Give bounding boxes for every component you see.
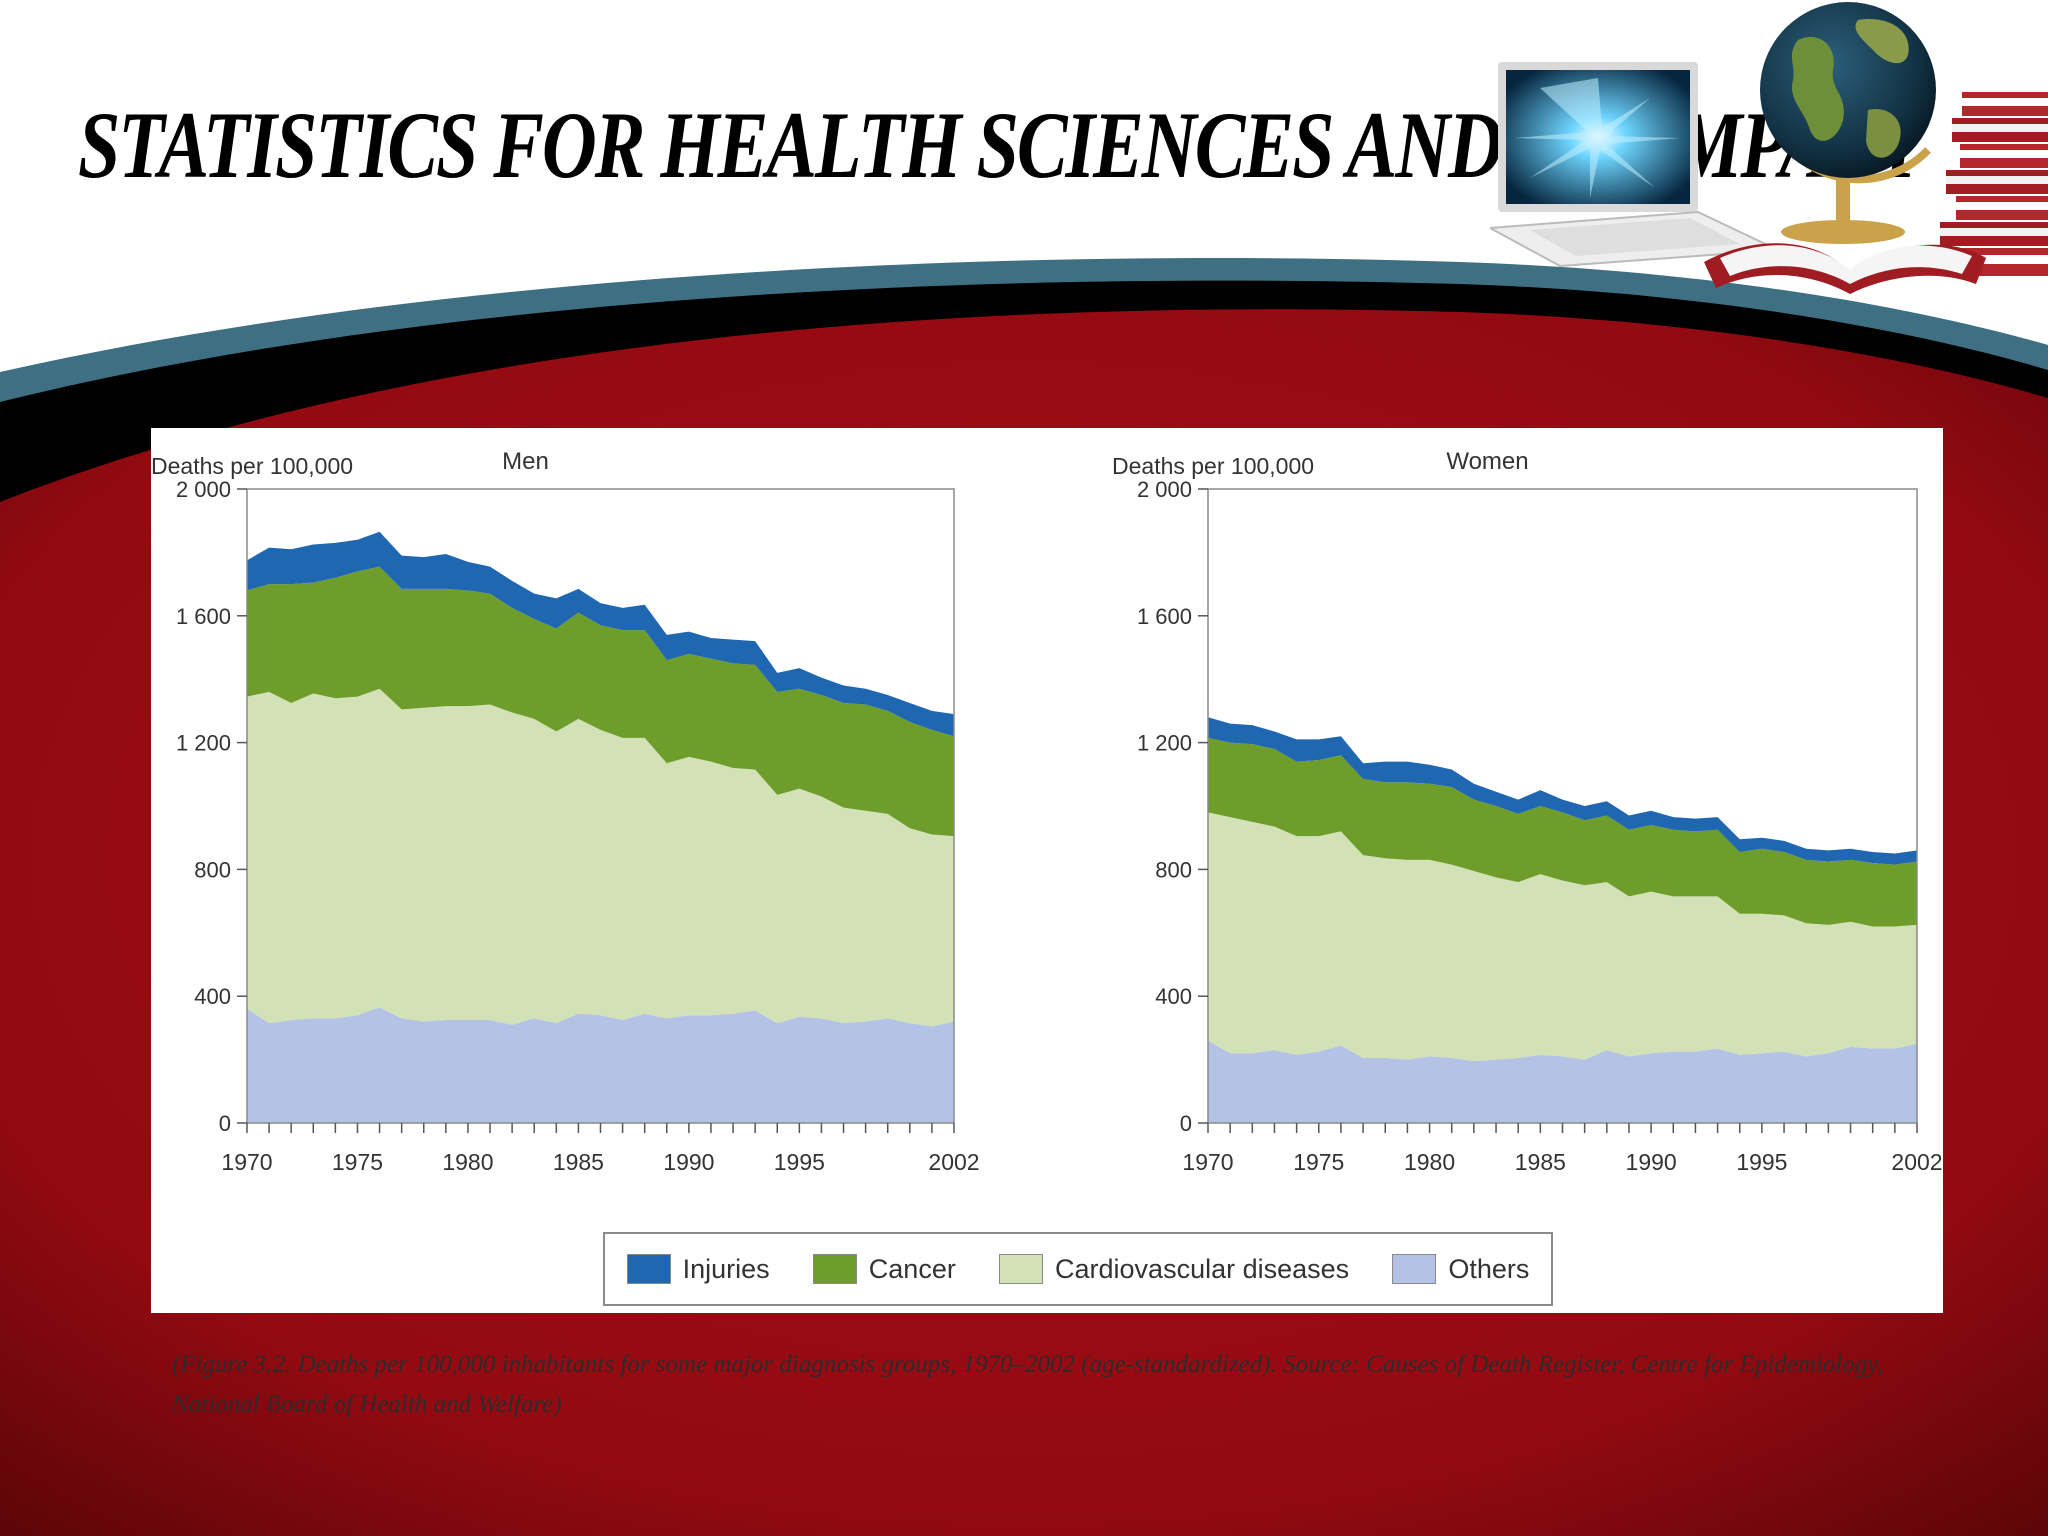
men-area-cancer bbox=[247, 566, 954, 837]
men-x-tick-label: 1995 bbox=[774, 1149, 825, 1175]
women-y-tick-label: 400 bbox=[1155, 984, 1192, 1009]
women-x-tick-label: 1975 bbox=[1293, 1149, 1344, 1175]
legend-swatch-injuries bbox=[626, 1254, 671, 1284]
women-y-tick-label: 800 bbox=[1155, 857, 1192, 882]
men-panel-title: Men bbox=[502, 448, 549, 475]
legend-label-injuries: Injuries bbox=[682, 1253, 770, 1284]
women-x-tick-label: 1985 bbox=[1515, 1149, 1566, 1175]
men-y-tick-label: 400 bbox=[194, 984, 231, 1009]
open-book-icon bbox=[1704, 243, 1986, 294]
women-x-tick-label: 2002 bbox=[1891, 1149, 1942, 1175]
women-area-cancer bbox=[1208, 737, 1917, 927]
men-area-injuries bbox=[247, 531, 954, 737]
women-area-injuries bbox=[1208, 717, 1917, 865]
legend-label-cancer: Cancer bbox=[868, 1253, 956, 1284]
women-y-tick-label: 0 bbox=[1180, 1111, 1192, 1136]
women-area-others bbox=[1208, 1040, 1917, 1123]
men-y-tick-label: 1 200 bbox=[176, 731, 231, 756]
legend-item-others: Others bbox=[1392, 1254, 1529, 1285]
figure-caption: (Figure 3.2. Deaths per 100,000 inhabita… bbox=[172, 1351, 1884, 1418]
men-x-tick-label: 1980 bbox=[442, 1149, 493, 1175]
women-area-cardiovascular bbox=[1208, 812, 1917, 1062]
legend-label-others: Others bbox=[1448, 1253, 1530, 1284]
men-x-tick-label: 1975 bbox=[332, 1149, 383, 1175]
women-x-tick-label: 1980 bbox=[1404, 1149, 1455, 1175]
men-y-axis-label: Deaths per 100,000 bbox=[151, 453, 353, 479]
women-panel-title: Women bbox=[1446, 448, 1528, 475]
men-x-tick-label: 1985 bbox=[553, 1149, 604, 1175]
legend-swatch-cardiovascular bbox=[999, 1254, 1044, 1284]
chart-legend: Injuries Cancer Cardiovascular diseases … bbox=[603, 1232, 1553, 1306]
men-y-tick-label: 1 600 bbox=[176, 604, 231, 629]
women-x-tick-label: 1995 bbox=[1736, 1149, 1787, 1175]
legend-label-cardiovascular: Cardiovascular diseases bbox=[1055, 1253, 1350, 1284]
men-x-tick-label: 1970 bbox=[221, 1149, 272, 1175]
legend-swatch-cancer bbox=[812, 1254, 857, 1284]
men-y-tick-label: 2 000 bbox=[176, 477, 231, 502]
chart-canvas: 0 400 800 1 200 1 600 2 000 1970 1975 1980 1985 19… bbox=[151, 448, 1943, 1175]
chart-panel: 0 400 800 1 200 1 600 2 000 1970 1975 1980 1985 19… bbox=[151, 428, 1943, 1313]
men-area-cardiovascular bbox=[247, 688, 954, 1027]
books-icon bbox=[1940, 92, 2048, 276]
men-area-others bbox=[247, 1007, 954, 1123]
women-y-tick-label: 1 200 bbox=[1137, 731, 1192, 756]
women-y-tick-label: 2 000 bbox=[1137, 477, 1192, 502]
men-x-tick-label: 1990 bbox=[663, 1149, 714, 1175]
women-x-tick-label: 1990 bbox=[1626, 1149, 1677, 1175]
legend-swatch-others bbox=[1392, 1254, 1437, 1284]
men-x-tick-label: 2002 bbox=[928, 1149, 979, 1175]
legend-item-cardiovascular: Cardiovascular diseases bbox=[999, 1254, 1349, 1285]
legend-item-injuries: Injuries bbox=[626, 1253, 770, 1285]
men-y-tick-label: 800 bbox=[194, 857, 231, 882]
men-y-tick-label: 0 bbox=[219, 1111, 231, 1136]
women-y-axis-label: Deaths per 100,000 bbox=[1112, 453, 1314, 479]
legend-item-cancer: Cancer bbox=[812, 1253, 956, 1285]
laptop-icon bbox=[1490, 62, 1780, 268]
globe-icon bbox=[1760, 2, 1936, 244]
women-y-tick-label: 1 600 bbox=[1137, 604, 1192, 629]
women-x-tick-label: 1970 bbox=[1182, 1149, 1233, 1175]
